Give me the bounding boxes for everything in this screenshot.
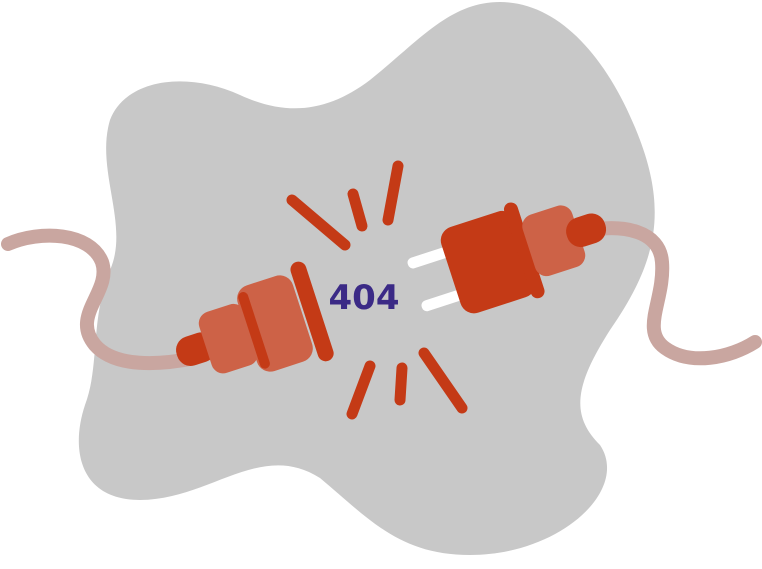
left-plug-icon (176, 261, 334, 374)
spark-icon-bottom (346, 347, 468, 420)
right-cable (573, 221, 762, 366)
spark-line (382, 160, 404, 226)
spark-line (346, 360, 376, 420)
spark-icon-top (286, 160, 404, 251)
error-code: 404 (328, 278, 400, 318)
left-plug-rear-body (198, 303, 258, 374)
right-plug-icon (407, 202, 607, 314)
spark-line (418, 347, 468, 414)
left-plug-rib (238, 292, 270, 369)
left-plug-rib (290, 261, 334, 362)
left-cable (1, 228, 202, 370)
right-plug-rib (503, 202, 545, 299)
background-blob (78, 2, 655, 555)
right-plug-front-body (440, 210, 536, 314)
spark-line (347, 188, 368, 232)
spark-line (394, 362, 408, 406)
right-plug-boot (566, 213, 607, 248)
spark-line (286, 194, 351, 251)
